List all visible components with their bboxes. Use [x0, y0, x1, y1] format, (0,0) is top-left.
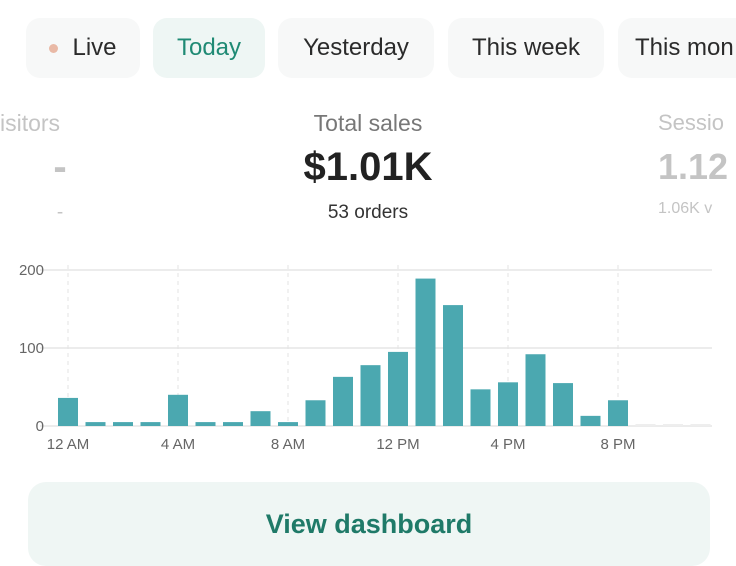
metric-visitors[interactable]: isitors - -	[0, 110, 120, 224]
bar	[195, 422, 216, 426]
bar-empty	[663, 424, 683, 426]
bar	[168, 394, 188, 426]
metric-total-sales[interactable]: Total sales $1.01K 53 orders	[268, 110, 468, 224]
y-tick-label: 0	[36, 418, 44, 435]
bar	[415, 278, 436, 426]
metric-label: Total sales	[313, 110, 423, 136]
metric-label: Sessio	[658, 110, 725, 135]
bar	[360, 365, 381, 426]
filter-today[interactable]: Today	[153, 18, 265, 78]
metric-value: $1.01K	[303, 145, 433, 189]
metric-sub: -	[56, 202, 64, 223]
x-tick-label: 12 PM	[376, 436, 419, 453]
x-tick-label: 8 PM	[600, 436, 635, 453]
filter-live[interactable]: Live	[26, 18, 140, 78]
filter-label: Live	[72, 34, 117, 61]
filter-label: Today	[176, 34, 242, 61]
metric-value: 1.12	[658, 146, 729, 187]
sales-bar-chart: 0 100 200 12 AM 4 AM 8 AM 12 PM 4 PM 8 PM	[19, 262, 712, 453]
bar	[553, 383, 573, 426]
y-tick-label: 100	[19, 340, 44, 357]
bar	[58, 397, 78, 426]
bar	[113, 422, 133, 426]
bar	[140, 422, 161, 426]
x-tick-label: 4 AM	[161, 436, 195, 453]
bar	[250, 411, 271, 426]
x-tick-label: 8 AM	[271, 436, 305, 453]
bar	[470, 389, 491, 426]
metric-sub: 53 orders	[327, 202, 409, 223]
x-tick-label: 12 AM	[47, 436, 90, 453]
filter-this-month[interactable]: This mon	[618, 18, 736, 78]
bar	[85, 422, 106, 426]
metric-value: -	[53, 145, 67, 189]
filter-label: Yesterday	[303, 34, 409, 61]
bar	[498, 382, 518, 426]
button-label: View dashboard	[265, 508, 473, 539]
view-dashboard-button[interactable]: View dashboard	[28, 482, 710, 566]
metric-sub: 1.06K v	[658, 200, 713, 217]
metric-label: isitors	[0, 110, 61, 136]
bar	[525, 354, 546, 426]
bar-empty	[690, 424, 711, 426]
x-tick-label: 4 PM	[490, 436, 525, 453]
filter-label: This week	[471, 34, 581, 61]
bar	[443, 305, 463, 426]
bar	[223, 422, 243, 426]
filter-label: This mon	[635, 34, 734, 61]
bar	[580, 415, 601, 426]
live-dot-icon	[49, 43, 59, 53]
y-tick-label: 200	[19, 262, 44, 279]
bar	[305, 400, 326, 426]
filter-yesterday[interactable]: Yesterday	[278, 18, 434, 78]
bar	[333, 376, 353, 426]
bar-empty	[635, 424, 656, 426]
filter-this-week[interactable]: This week	[448, 18, 604, 78]
bar	[388, 351, 408, 426]
bar	[278, 422, 298, 426]
metric-sessions[interactable]: Sessio 1.12 1.06K v	[658, 110, 728, 218]
bar	[608, 400, 628, 426]
